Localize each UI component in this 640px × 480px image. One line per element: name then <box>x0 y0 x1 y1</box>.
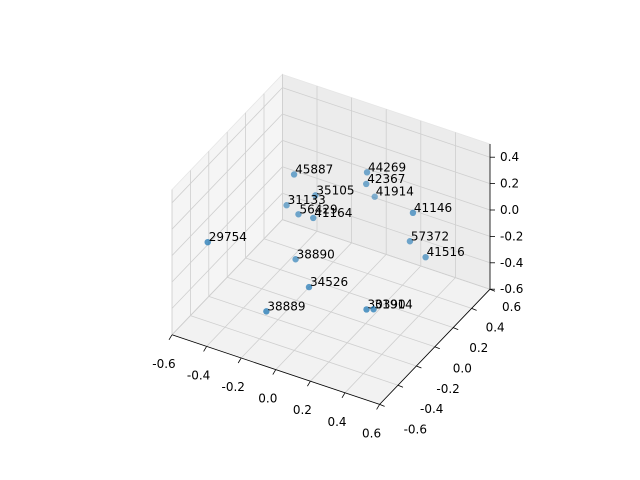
z-tick-label: -0.2 <box>500 229 523 243</box>
grid-line <box>282 87 491 158</box>
point-label: 29754 <box>209 230 247 244</box>
point-label: 34526 <box>310 275 348 289</box>
point <box>290 171 298 178</box>
point-label: 41914 <box>376 185 414 199</box>
grid-line <box>282 192 491 264</box>
x-tick-label: 0.0 <box>258 392 277 406</box>
grid-line <box>171 219 283 336</box>
grid-line <box>171 113 283 230</box>
point <box>204 239 211 246</box>
y-tick-label: -0.4 <box>420 402 443 416</box>
point <box>292 256 299 263</box>
grid-line <box>282 140 491 211</box>
point-label: 30390 <box>368 297 406 311</box>
point-label: 41164 <box>314 206 352 220</box>
tick-mark <box>379 404 385 407</box>
grid-line <box>282 219 491 290</box>
x-tick-label: 0.6 <box>362 426 381 440</box>
tick-mark <box>376 404 380 410</box>
z-tick-label: 0.0 <box>500 203 519 217</box>
point-label: 44269 <box>368 160 406 174</box>
tick-mark <box>237 357 242 364</box>
point <box>263 308 270 315</box>
point <box>295 211 302 218</box>
x-tick-label: 0.4 <box>327 415 346 429</box>
point <box>371 193 378 200</box>
y-tick-label: 0.0 <box>453 361 472 375</box>
point <box>363 306 370 313</box>
point <box>283 202 290 209</box>
tick-mark <box>168 334 173 341</box>
grid-line <box>227 276 435 348</box>
tick-mark <box>416 365 422 369</box>
point <box>305 283 313 291</box>
point-label: 42367 <box>367 172 405 186</box>
point-label: 45887 <box>295 162 333 176</box>
grid-line <box>208 296 417 367</box>
point <box>312 192 319 199</box>
point <box>310 214 317 222</box>
point-label: 41516 <box>427 245 465 259</box>
point <box>422 253 429 261</box>
point <box>363 169 371 176</box>
grid-line <box>245 257 454 328</box>
point-label: 38889 <box>267 299 305 313</box>
point-label: 35105 <box>316 183 354 197</box>
y-tick-label: 0.2 <box>469 341 488 355</box>
z-tick-label: 0.2 <box>500 177 519 191</box>
tick-mark <box>203 346 207 352</box>
point-label: 38890 <box>297 247 335 261</box>
grid-line <box>171 166 283 283</box>
x-tick-label: -0.2 <box>221 380 244 394</box>
point-label: 41146 <box>414 201 452 215</box>
grid-line <box>282 113 491 184</box>
x-axis-line <box>171 334 380 405</box>
tick-mark <box>471 308 477 311</box>
grid-line <box>282 166 491 237</box>
point <box>370 306 377 313</box>
grid-line <box>171 192 283 309</box>
grid-line <box>190 315 399 386</box>
point-label: 31133 <box>288 193 326 207</box>
tick-mark <box>341 392 346 399</box>
tick-mark <box>434 346 440 350</box>
grid-line <box>171 87 283 204</box>
point-label: 56429 <box>299 202 337 216</box>
point-label: 57372 <box>411 229 449 243</box>
x-tick-label: 0.2 <box>293 403 312 417</box>
x-tick-label: -0.6 <box>152 357 175 371</box>
point <box>409 209 417 217</box>
y-axis-line <box>379 288 491 405</box>
z-tick-label: -0.4 <box>500 256 523 270</box>
y-tick-label: -0.2 <box>436 382 459 396</box>
y-tick-label: 0.4 <box>486 321 505 335</box>
grid-line <box>263 238 472 309</box>
tick-mark <box>307 380 311 387</box>
point-label: 31914 <box>375 297 413 311</box>
point <box>363 180 370 188</box>
tick-mark <box>453 327 459 330</box>
y-tick-label: 0.6 <box>502 300 521 314</box>
grid-line <box>171 140 283 256</box>
point <box>406 238 414 245</box>
tick-mark <box>272 369 277 375</box>
x-tick-label: -0.4 <box>187 368 210 382</box>
z-tick-label: -0.6 <box>500 282 523 296</box>
z-tick-label: 0.4 <box>500 150 519 164</box>
tick-mark <box>397 384 404 388</box>
y-tick-label: -0.6 <box>404 423 427 437</box>
